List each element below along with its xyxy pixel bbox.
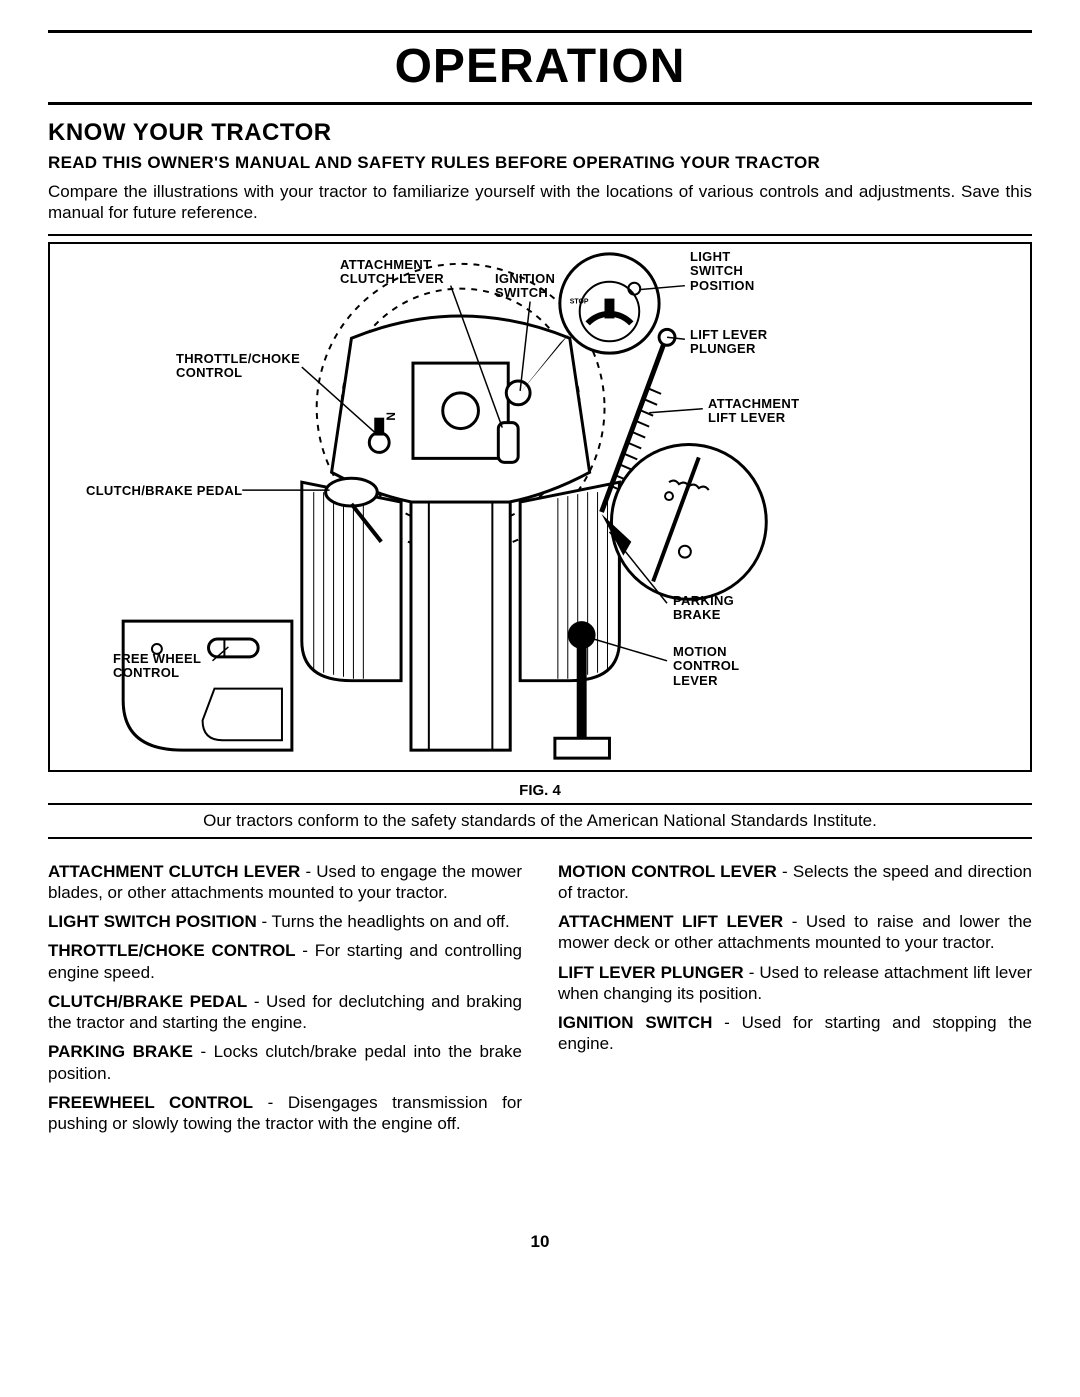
label-parking-brake: PARKINGBRAKE [673,594,734,624]
page-title: OPERATION [48,39,1032,94]
top-rule [48,30,1032,33]
separator-rule-3 [48,837,1032,839]
definition-item: THROTTLE/CHOKE CONTROL - For starting an… [48,940,522,983]
label-attachment-clutch-lever: ATTACHMENTCLUTCH LEVER [340,258,444,288]
page-number: 10 [48,1232,1032,1252]
definition-item: ATTACHMENT CLUTCH LEVER - Used to engage… [48,861,522,904]
intro-paragraph: Compare the illustrations with your trac… [48,181,1032,224]
definition-item: IGNITION SWITCH - Used for starting and … [558,1012,1032,1055]
safety-note: Our tractors conform to the safety stand… [48,811,1032,831]
label-lift-lever-plunger: LIFT LEVERPLUNGER [690,328,767,358]
separator-rule-1 [48,234,1032,236]
definition-item: LIGHT SWITCH POSITION - Turns the headli… [48,911,522,932]
label-throttle-choke-control: THROTTLE/CHOKECONTROL [176,352,300,382]
definition-item: LIFT LEVER PLUNGER - Used to release att… [558,962,1032,1005]
figure-caption: FIG. 4 [48,782,1032,799]
tractor-svg: N STOP [50,244,1030,770]
label-free-wheel-control: FREE WHEELCONTROL [113,652,201,682]
tractor-diagram: ATTACHMENTCLUTCH LEVER IGNITIONSWITCH LI… [48,242,1032,772]
definitions-columns: ATTACHMENT CLUTCH LEVER - Used to engage… [48,861,1032,1143]
definition-item: MOTION CONTROL LEVER - Selects the speed… [558,861,1032,904]
definitions-left-column: ATTACHMENT CLUTCH LEVER - Used to engage… [48,861,522,1143]
svg-text:N: N [384,412,398,421]
label-motion-control-lever: MOTIONCONTROLLEVER [673,645,739,690]
separator-rule-2 [48,803,1032,805]
definition-item: ATTACHMENT LIFT LEVER - Used to raise an… [558,911,1032,954]
label-ignition-switch: IGNITIONSWITCH [495,272,555,302]
warning-heading: READ THIS OWNER'S MANUAL AND SAFETY RULE… [48,153,1032,173]
definitions-right-column: MOTION CONTROL LEVER - Selects the speed… [558,861,1032,1143]
definition-item: PARKING BRAKE - Locks clutch/brake pedal… [48,1041,522,1084]
title-underline [48,102,1032,105]
svg-text:STOP: STOP [570,298,589,305]
manual-page: OPERATION KNOW YOUR TRACTOR READ THIS OW… [0,0,1080,1272]
definition-item: CLUTCH/BRAKE PEDAL - Used for declutchin… [48,991,522,1034]
definition-item: FREEWHEEL CONTROL - Disengages transmiss… [48,1092,522,1135]
section-heading: KNOW YOUR TRACTOR [48,119,1032,147]
label-clutch-brake-pedal: CLUTCH/BRAKE PEDAL [86,484,242,499]
label-attachment-lift-lever: ATTACHMENTLIFT LEVER [708,397,799,427]
label-light-switch-position: LIGHTSWITCHPOSITION [690,250,755,295]
